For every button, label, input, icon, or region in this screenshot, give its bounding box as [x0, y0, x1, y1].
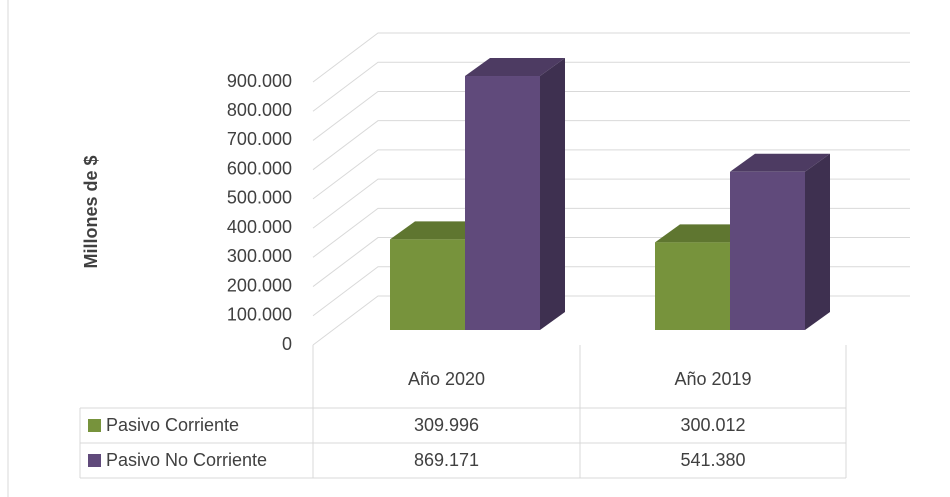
legend-label: Pasivo No Corriente: [106, 450, 268, 470]
bar-front: [465, 76, 540, 331]
legend-entry: Pasivo Corriente: [88, 408, 313, 443]
grid-line: [312, 32, 910, 83]
y-tick-label: 600.000: [227, 158, 292, 178]
grid-line: [312, 90, 910, 141]
bar-front: [730, 171, 805, 330]
legend-label: Pasivo Corriente: [106, 415, 240, 435]
legend-entry: Pasivo No Corriente: [88, 443, 313, 478]
category-label: Año 2019: [674, 368, 752, 389]
y-tick-label: 700.000: [227, 129, 292, 149]
y-tick-label: 300.000: [227, 246, 292, 266]
bar: [465, 58, 565, 331]
y-tick-label: 200.000: [227, 275, 292, 295]
y-tick-label: 400.000: [227, 217, 292, 237]
grid-line: [312, 120, 910, 171]
bar-side: [805, 153, 830, 330]
value-label: 869.171: [413, 450, 480, 470]
y-axis-label: Millones de $: [81, 155, 101, 268]
value-label: 300.012: [680, 415, 746, 435]
category-label: Año 2020: [407, 368, 486, 389]
bar-top: [465, 58, 565, 77]
grid-line: [312, 149, 910, 200]
grid-line: [312, 61, 910, 112]
value-label: 309.996: [413, 415, 480, 435]
legend-swatch: [88, 419, 101, 432]
y-tick-label: 900.000: [227, 71, 292, 91]
y-tick-label: 800.000: [227, 100, 292, 120]
y-tick-label: 100.000: [227, 305, 292, 325]
bar-front: [655, 242, 730, 330]
bar-side: [540, 58, 565, 331]
legend-swatch: [88, 454, 101, 467]
value-label: 541.380: [680, 450, 746, 470]
y-tick-label: 500.000: [227, 188, 292, 208]
y-tick-label: 0: [282, 334, 292, 354]
bar-top: [730, 153, 830, 172]
bar-front: [390, 239, 465, 330]
bar: [730, 153, 830, 330]
